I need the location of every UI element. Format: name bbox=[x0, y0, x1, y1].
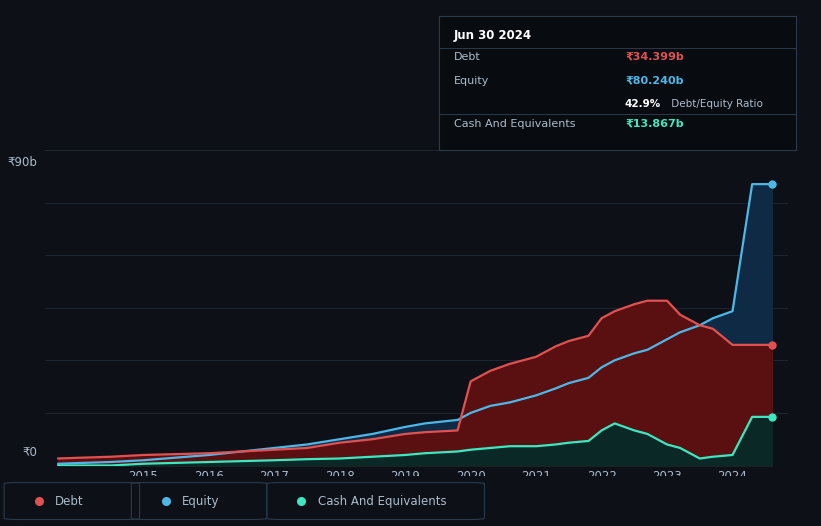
Text: Equity: Equity bbox=[182, 494, 220, 508]
Text: Debt: Debt bbox=[453, 52, 480, 62]
Text: ₹0: ₹0 bbox=[23, 446, 38, 459]
Text: Jun 30 2024: Jun 30 2024 bbox=[453, 29, 532, 42]
Text: ₹80.240b: ₹80.240b bbox=[625, 76, 683, 86]
Text: ₹34.399b: ₹34.399b bbox=[625, 52, 684, 62]
Text: 42.9%: 42.9% bbox=[625, 99, 661, 109]
Text: Equity: Equity bbox=[453, 76, 488, 86]
Text: Debt: Debt bbox=[55, 494, 84, 508]
Text: Debt/Equity Ratio: Debt/Equity Ratio bbox=[667, 99, 763, 109]
Text: ₹90b: ₹90b bbox=[8, 156, 38, 169]
Text: ₹13.867b: ₹13.867b bbox=[625, 119, 684, 129]
Text: Cash And Equivalents: Cash And Equivalents bbox=[318, 494, 447, 508]
Text: Cash And Equivalents: Cash And Equivalents bbox=[453, 119, 575, 129]
